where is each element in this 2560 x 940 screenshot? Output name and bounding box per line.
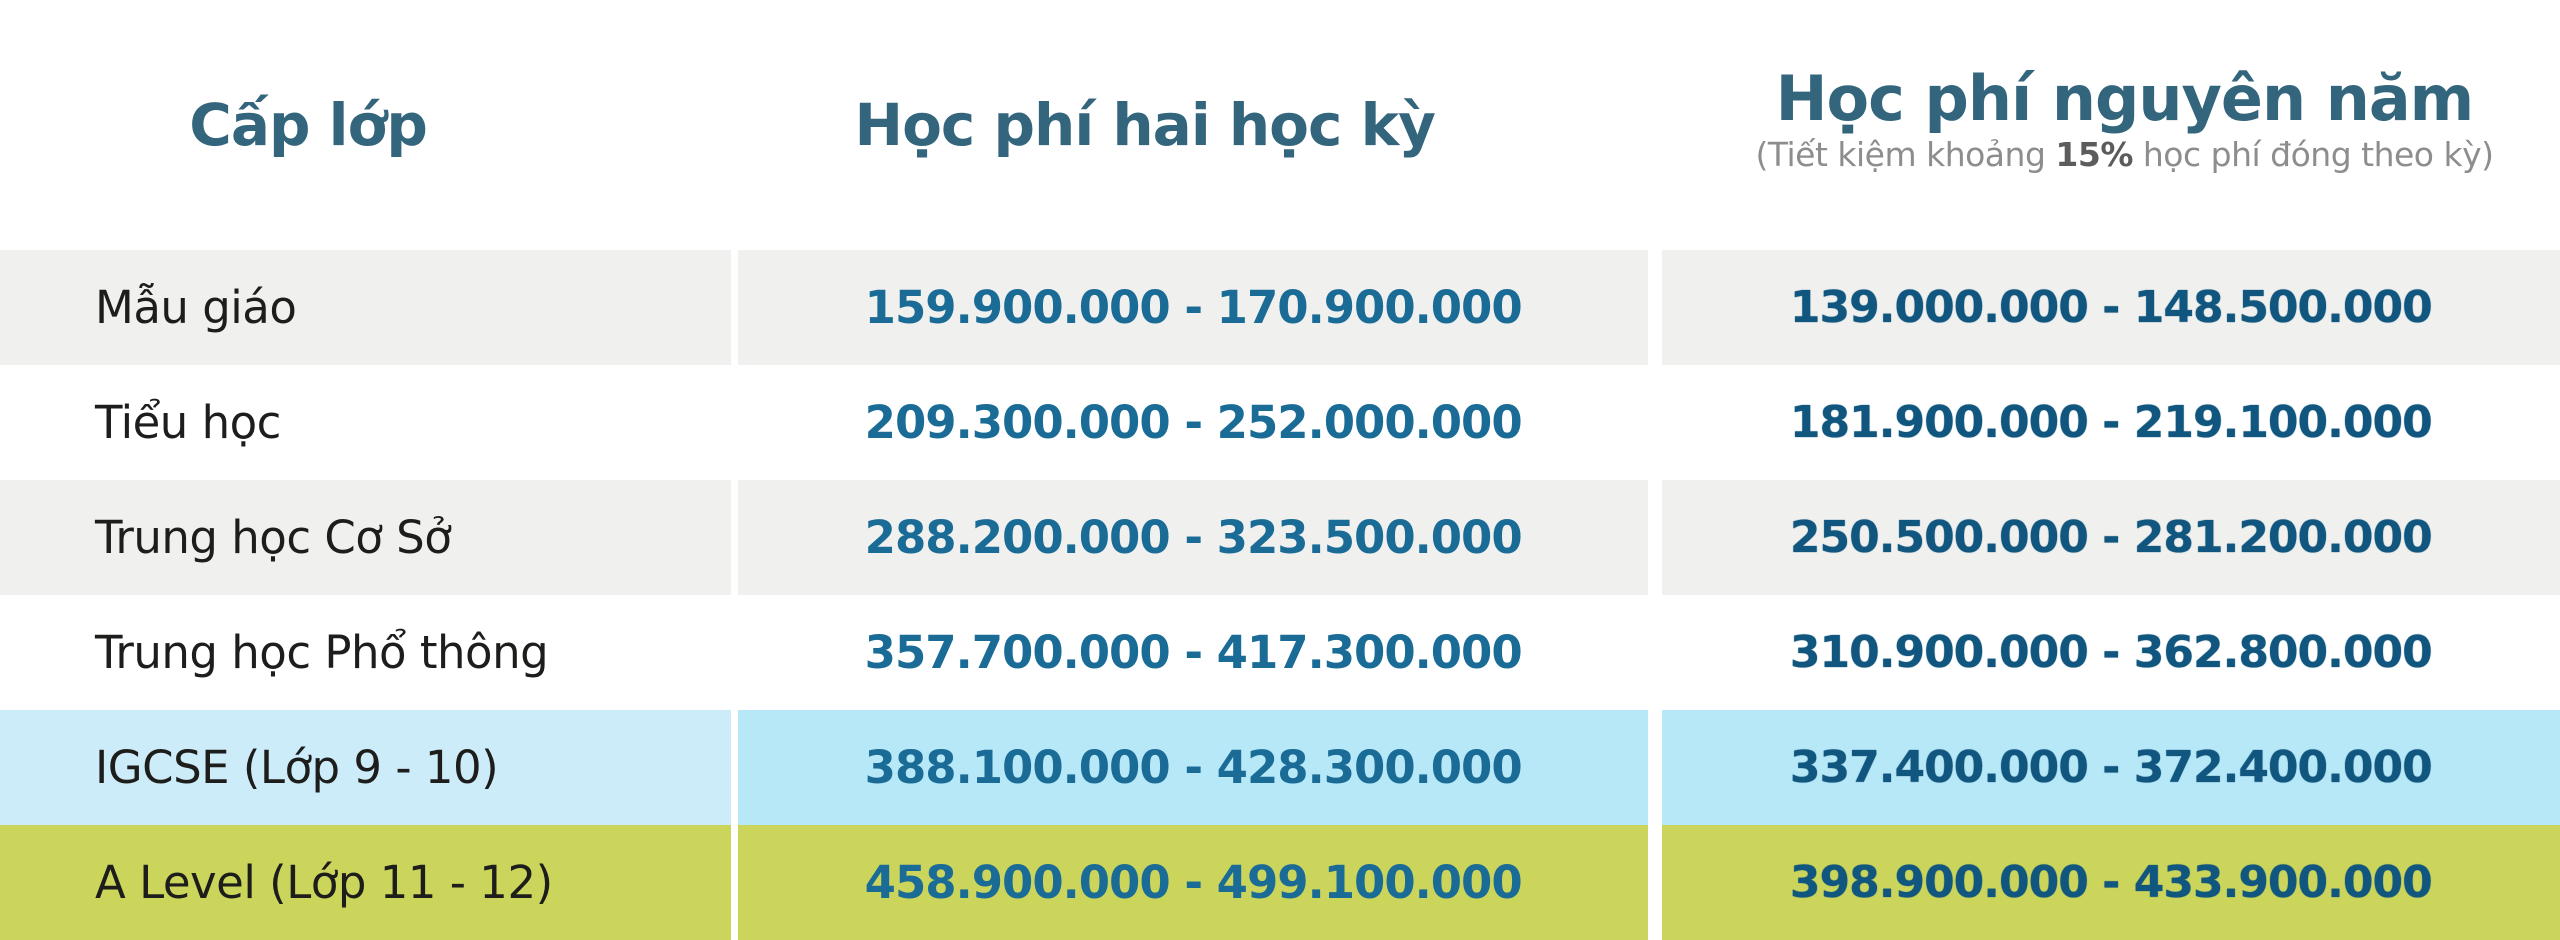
full-year-value: 337.400.000 - 372.400.000 <box>1789 742 2433 793</box>
two-semesters-cell: 159.900.000 - 170.900.000 <box>738 250 1649 365</box>
column-gap <box>696 0 704 250</box>
grade-level-cell: Trung học Cơ Sở <box>0 480 731 595</box>
grade-level-cell: A Level (Lớp 11 - 12) <box>0 825 731 940</box>
two-semesters-value: 458.900.000 - 499.100.000 <box>864 856 1523 909</box>
two-semesters-value: 388.100.000 - 428.300.000 <box>864 741 1523 794</box>
column-gap <box>730 480 739 595</box>
full-year-value: 139.000.000 - 148.500.000 <box>1789 282 2433 333</box>
grade-level-label: IGCSE (Lớp 9 - 10) <box>95 741 499 794</box>
full-year-cell: 139.000.000 - 148.500.000 <box>1661 250 2560 365</box>
full-year-cell: 181.900.000 - 219.100.000 <box>1661 365 2560 480</box>
grade-level-cell: Trung học Phổ thông <box>0 595 731 710</box>
column-gap <box>730 365 739 480</box>
header-full-year-label: Học phí nguyên năm <box>1775 61 2475 135</box>
savings-note-suffix: học phí đóng theo kỳ) <box>2132 135 2494 175</box>
full-year-value: 250.500.000 - 281.200.000 <box>1789 512 2433 563</box>
grade-level-cell: Tiểu học <box>0 365 731 480</box>
column-gap <box>1648 710 1662 825</box>
full-year-savings-note: (Tiết kiệm khoảng 15% học phí đóng theo … <box>1755 135 2494 175</box>
two-semesters-cell: 357.700.000 - 417.300.000 <box>738 595 1649 710</box>
column-gap <box>1648 595 1662 710</box>
column-gap <box>1648 250 1662 365</box>
grade-level-label: Trung học Cơ Sở <box>95 511 452 564</box>
full-year-value: 181.900.000 - 219.100.000 <box>1789 397 2433 448</box>
full-year-cell: 310.900.000 - 362.800.000 <box>1661 595 2560 710</box>
two-semesters-cell: 209.300.000 - 252.000.000 <box>738 365 1649 480</box>
two-semesters-value: 357.700.000 - 417.300.000 <box>864 626 1523 679</box>
grade-level-label: A Level (Lớp 11 - 12) <box>95 856 553 909</box>
savings-percent: 15% <box>2055 135 2133 175</box>
header-two-semesters: Học phí hai học kỳ <box>704 0 1676 250</box>
column-gap <box>1648 825 1662 940</box>
full-year-cell: 250.500.000 - 281.200.000 <box>1661 480 2560 595</box>
grade-level-cell: IGCSE (Lớp 9 - 10) <box>0 710 731 825</box>
full-year-cell: 398.900.000 - 433.900.000 <box>1661 825 2560 940</box>
column-gap <box>1675 0 1689 250</box>
column-gap <box>730 710 739 825</box>
header-two-semesters-label: Học phí hai học kỳ <box>854 91 1436 159</box>
table-header-row: Cấp lớp Học phí hai học kỳ Học phí nguyê… <box>0 0 2560 250</box>
table-row: A Level (Lớp 11 - 12) 458.900.000 - 499.… <box>0 825 2560 940</box>
table-row: Trung học Phổ thông 357.700.000 - 417.30… <box>0 595 2560 710</box>
column-gap <box>1648 365 1662 480</box>
header-full-year: Học phí nguyên năm (Tiết kiệm khoảng 15%… <box>1689 0 2560 250</box>
full-year-value: 398.900.000 - 433.900.000 <box>1789 857 2433 908</box>
table-row: Tiểu học 209.300.000 - 252.000.000 181.9… <box>0 365 2560 480</box>
grade-level-cell: Mẫu giáo <box>0 250 731 365</box>
two-semesters-value: 209.300.000 - 252.000.000 <box>864 396 1523 449</box>
two-semesters-cell: 458.900.000 - 499.100.000 <box>738 825 1649 940</box>
table-row: Trung học Cơ Sở 288.200.000 - 323.500.00… <box>0 480 2560 595</box>
two-semesters-value: 159.900.000 - 170.900.000 <box>864 281 1523 334</box>
savings-note-prefix: (Tiết kiệm khoảng <box>1755 135 2056 175</box>
table-row: Mẫu giáo 159.900.000 - 170.900.000 139.0… <box>0 250 2560 365</box>
two-semesters-cell: 288.200.000 - 323.500.000 <box>738 480 1649 595</box>
column-gap <box>730 825 739 940</box>
header-grade-level-label: Cấp lớp <box>189 91 428 159</box>
header-grade-level: Cấp lớp <box>0 0 696 250</box>
two-semesters-cell: 388.100.000 - 428.300.000 <box>738 710 1649 825</box>
full-year-value: 310.900.000 - 362.800.000 <box>1789 627 2433 678</box>
two-semesters-value: 288.200.000 - 323.500.000 <box>864 511 1523 564</box>
grade-level-label: Tiểu học <box>95 396 281 449</box>
grade-level-label: Trung học Phổ thông <box>95 626 549 679</box>
full-year-cell: 337.400.000 - 372.400.000 <box>1661 710 2560 825</box>
column-gap <box>1648 480 1662 595</box>
grade-level-label: Mẫu giáo <box>95 281 297 334</box>
column-gap <box>730 250 739 365</box>
column-gap <box>730 595 739 710</box>
table-row: IGCSE (Lớp 9 - 10) 388.100.000 - 428.300… <box>0 710 2560 825</box>
